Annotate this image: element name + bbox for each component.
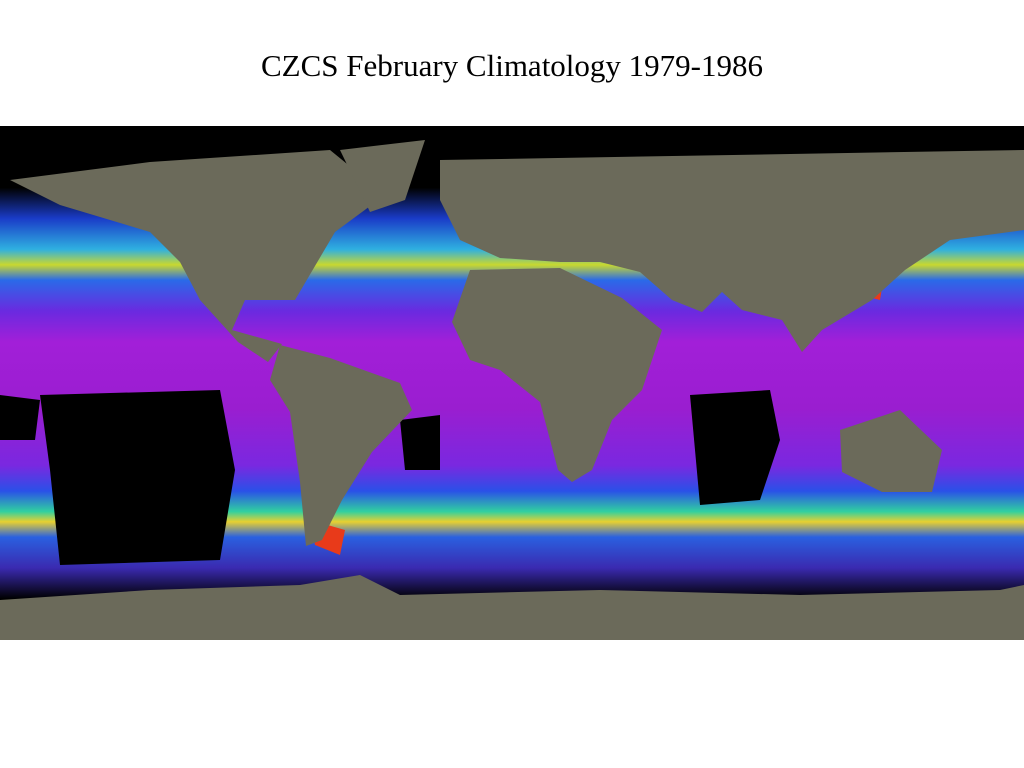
antarctica xyxy=(0,575,1024,640)
north-america xyxy=(10,150,385,362)
south-america xyxy=(270,345,412,546)
land xyxy=(0,140,1024,640)
no-data-areas xyxy=(0,390,780,565)
eurasia xyxy=(440,150,1024,352)
africa xyxy=(452,268,662,482)
greenland xyxy=(340,140,425,212)
ocean-color-map xyxy=(0,126,1024,640)
slide-title: CZCS February Climatology 1979-1986 xyxy=(260,48,763,83)
australia xyxy=(840,410,942,492)
